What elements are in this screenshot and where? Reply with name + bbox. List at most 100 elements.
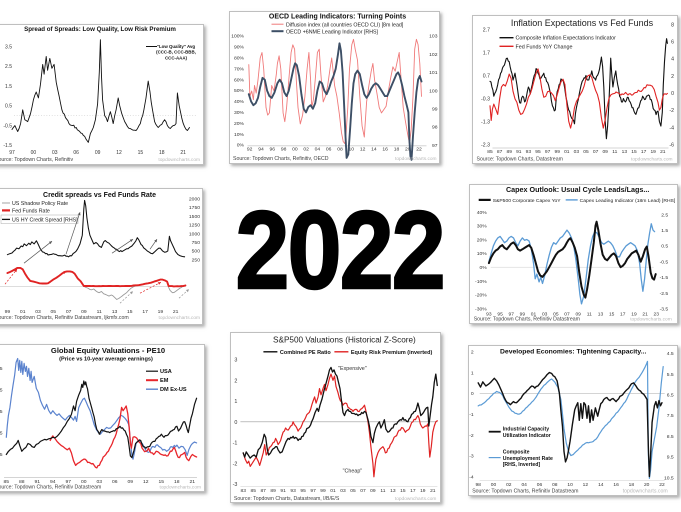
svg-text:Source: Topdown Charts, Datast: Source: Topdown Charts, Datastream, I/B/…	[234, 496, 340, 502]
svg-text:"Expensive": "Expensive"	[338, 365, 367, 371]
svg-text:09: 09	[576, 312, 582, 318]
svg-text:100: 100	[429, 88, 438, 94]
svg-text:EM: EM	[160, 378, 169, 384]
svg-text:09: 09	[128, 479, 134, 485]
svg-text:Source: Topdown Charts, Refini: Source: Topdown Charts, Refinitiv Datast…	[0, 484, 101, 490]
svg-text:DM Ex-US: DM Ex-US	[160, 387, 187, 393]
svg-text:3.5: 3.5	[5, 44, 12, 50]
svg-text:07: 07	[592, 148, 598, 154]
svg-text:-2.3: -2.3	[481, 142, 490, 148]
svg-text:93: 93	[290, 488, 296, 494]
svg-text:12: 12	[116, 150, 122, 156]
svg-text:70%: 70%	[234, 66, 245, 72]
svg-text:07: 07	[565, 312, 571, 318]
svg-text:Source: Topdown Charts, Refini: Source: Topdown Charts, Refinitiv Datast…	[472, 488, 578, 494]
svg-text:20: 20	[405, 147, 411, 153]
svg-text:10%: 10%	[477, 251, 488, 257]
svg-text:21: 21	[180, 150, 186, 156]
svg-text:"Cheap": "Cheap"	[342, 468, 362, 474]
svg-text:99: 99	[320, 488, 326, 494]
svg-text:-6: -6	[669, 142, 674, 148]
svg-text:-2: -2	[470, 433, 475, 439]
svg-text:08: 08	[552, 482, 558, 488]
svg-text:Source: Topdown Charts, Refini: Source: Topdown Charts, Refinitiv Datast…	[474, 316, 580, 322]
svg-text:89: 89	[270, 488, 276, 494]
svg-text:18: 18	[629, 482, 635, 488]
svg-text:18: 18	[174, 479, 180, 485]
svg-text:1000: 1000	[189, 231, 200, 237]
svg-text:18: 18	[393, 147, 399, 153]
svg-text:94: 94	[50, 479, 56, 485]
svg-text:Capex Outlook: Usual Cycle Lea: Capex Outlook: Usual Cycle Leads/Lags...	[506, 185, 649, 194]
svg-text:85: 85	[4, 479, 10, 485]
svg-text:5: 5	[0, 430, 3, 436]
svg-text:0%: 0%	[236, 143, 244, 149]
svg-text:topdowncharts.com: topdowncharts.com	[631, 316, 672, 322]
svg-text:Source: Topdown Charts, Datast: Source: Topdown Charts, Datastream	[476, 156, 562, 162]
svg-text:1.5: 1.5	[5, 83, 12, 89]
svg-text:1: 1	[234, 399, 237, 405]
svg-text:3: 3	[234, 357, 237, 363]
svg-text:1500: 1500	[189, 214, 200, 220]
svg-text:97: 97	[66, 479, 72, 485]
svg-text:Equity Risk Premium (inverted): Equity Risk Premium (inverted)	[350, 350, 432, 356]
svg-text:09: 09	[81, 309, 87, 315]
svg-text:0.7: 0.7	[482, 73, 489, 79]
svg-text:1250: 1250	[189, 222, 200, 228]
svg-text:85: 85	[250, 488, 256, 494]
svg-text:4: 4	[671, 56, 674, 62]
svg-text:-0.3: -0.3	[481, 96, 490, 102]
svg-text:07: 07	[66, 309, 72, 315]
svg-text:Inflation Expectations vs Fed: Inflation Expectations vs Fed Funds	[510, 17, 653, 27]
svg-text:97: 97	[310, 488, 316, 494]
svg-text:92: 92	[246, 147, 252, 153]
svg-text:20%: 20%	[234, 121, 245, 127]
svg-text:11: 11	[612, 148, 617, 154]
svg-text:-0.5: -0.5	[3, 123, 12, 129]
svg-text:09: 09	[370, 488, 376, 494]
svg-text:95: 95	[498, 312, 504, 318]
svg-text:21: 21	[173, 309, 179, 315]
svg-text:Spread of Spreads: Low Quality: Spread of Spreads: Low Quality, Low Risk…	[24, 25, 176, 32]
svg-text:06: 06	[73, 150, 79, 156]
svg-text:22: 22	[660, 482, 666, 488]
svg-text:15: 15	[138, 150, 144, 156]
svg-text:topdowncharts.com: topdowncharts.com	[160, 484, 201, 490]
svg-text:03: 03	[573, 148, 579, 154]
svg-text:10: 10	[348, 147, 354, 153]
svg-text:06: 06	[325, 147, 331, 153]
svg-text:07: 07	[360, 488, 366, 494]
svg-text:0%: 0%	[480, 265, 488, 271]
svg-text:Utilization Indicator: Utilization Indicator	[503, 433, 551, 439]
svg-text:2: 2	[471, 349, 474, 355]
svg-text:17: 17	[142, 309, 148, 315]
svg-text:93: 93	[525, 148, 531, 154]
svg-text:11: 11	[97, 309, 102, 315]
svg-text:15: 15	[159, 479, 165, 485]
svg-text:topdowncharts.com: topdowncharts.com	[159, 315, 200, 321]
svg-text:2.5: 2.5	[5, 64, 12, 70]
svg-text:0: 0	[671, 90, 674, 96]
svg-text:topdowncharts.com: topdowncharts.com	[158, 156, 200, 162]
svg-text:98: 98	[476, 482, 482, 488]
svg-text:Source: Topdown Charts, Refini: Source: Topdown Charts, Refinitiv	[0, 156, 73, 162]
svg-text:-2.5: -2.5	[660, 291, 669, 297]
svg-text:91: 91	[280, 488, 286, 494]
svg-text:98: 98	[431, 125, 437, 131]
svg-text:USA: USA	[160, 369, 172, 375]
svg-text:96: 96	[269, 147, 275, 153]
svg-text:100%: 100%	[231, 34, 244, 40]
svg-text:11: 11	[380, 488, 385, 494]
svg-text:01: 01	[564, 148, 570, 154]
svg-text:-20%: -20%	[475, 293, 487, 299]
svg-text:03: 03	[542, 312, 548, 318]
svg-text:12: 12	[359, 147, 365, 153]
svg-text:02: 02	[303, 147, 309, 153]
svg-text:102: 102	[429, 52, 438, 58]
svg-text:8.5: 8.5	[667, 434, 674, 440]
svg-text:99: 99	[554, 148, 560, 154]
svg-text:98: 98	[280, 147, 286, 153]
svg-text:Credit spreads vs Fed Funds Ra: Credit spreads vs Fed Funds Rate	[43, 192, 156, 199]
svg-text:-3.5: -3.5	[660, 306, 669, 312]
svg-text:Fed Funds YoY Change: Fed Funds YoY Change	[515, 44, 572, 50]
